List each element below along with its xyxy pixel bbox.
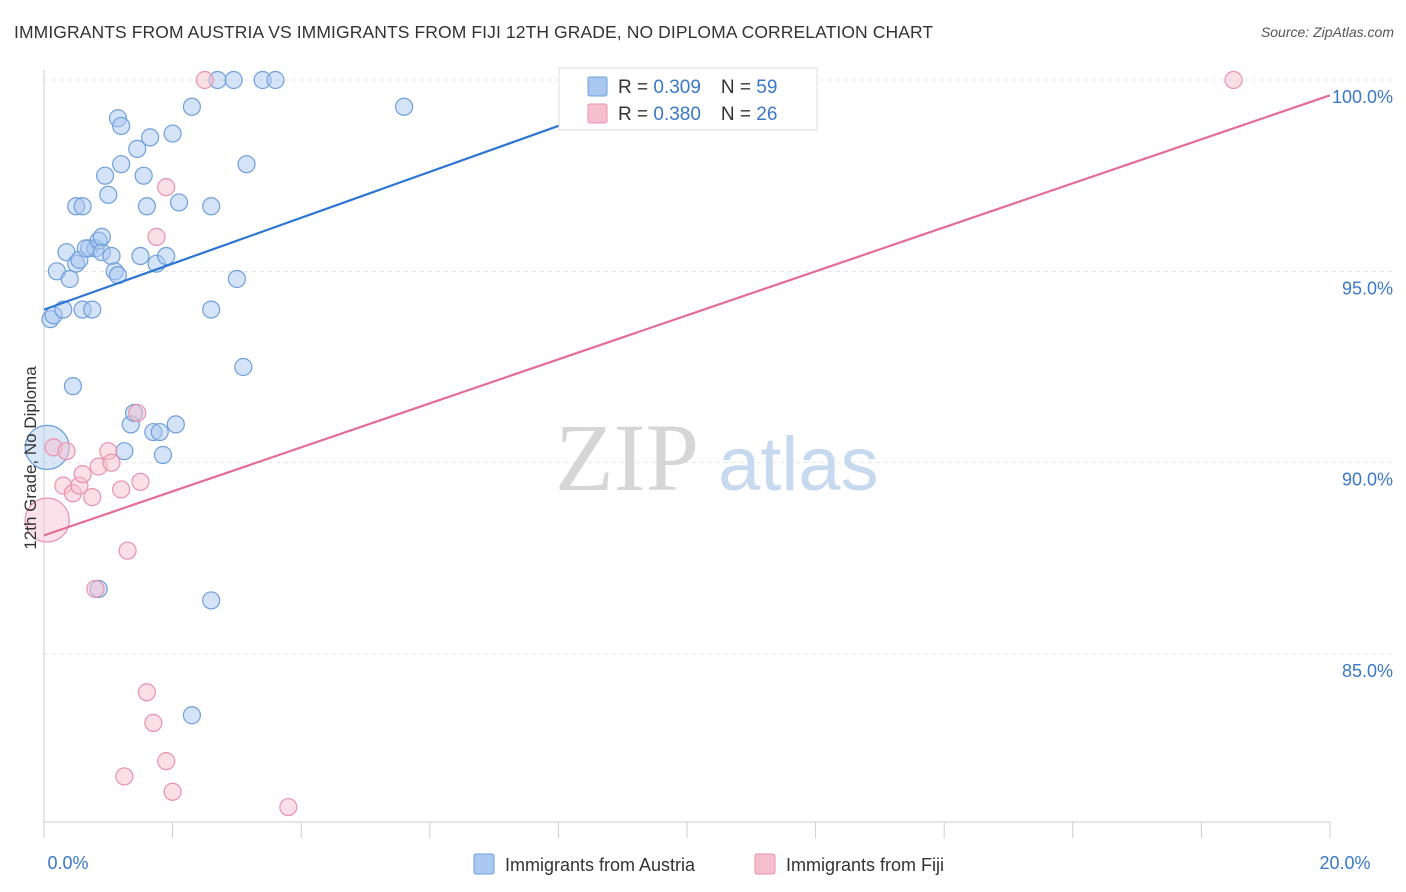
legend-swatch-austria: [587, 76, 608, 97]
bottom-legend-label-fiji: Immigrants from Fiji: [786, 855, 944, 875]
point-fiji-15: [131, 472, 150, 491]
legend-r-label: R =: [618, 104, 653, 125]
x-tick-label-1: 20.0%: [1319, 853, 1370, 873]
point-fiji-21: [157, 752, 176, 771]
legend-n-label: N =: [721, 77, 756, 98]
point-austria-40: [166, 415, 185, 434]
point-austria-48: [234, 357, 253, 377]
point-austria-57: [202, 591, 221, 610]
point-austria-42: [182, 97, 201, 116]
legend-n-value: 59: [756, 77, 777, 98]
point-fiji-23: [115, 767, 134, 786]
point-fiji-7: [83, 488, 102, 507]
series-austria-points: [24, 70, 697, 725]
x-tick-label-0: 0.0%: [47, 853, 88, 873]
point-austria-58: [182, 706, 201, 725]
point-austria-44: [202, 300, 221, 319]
chart-title: IMMIGRANTS FROM AUSTRIA VS IMMIGRANTS FR…: [14, 22, 934, 42]
point-austria-20: [95, 166, 115, 185]
point-fiji-17: [157, 178, 176, 197]
point-austria-37: [153, 445, 173, 465]
y-tick-label-0: 85.0%: [1342, 661, 1393, 681]
series-legend: Immigrants from Austria Immigrants from …: [473, 853, 944, 875]
point-austria-55: [112, 116, 131, 136]
legend-r-value: 0.309: [653, 77, 701, 98]
point-austria-47: [227, 269, 246, 289]
point-fiji-3: [57, 442, 76, 461]
point-fiji-20: [144, 713, 163, 732]
watermark-atlas: atlas: [718, 422, 879, 507]
point-austria-38: [157, 246, 176, 266]
point-austria-51: [266, 70, 285, 90]
point-fiji-6: [73, 465, 92, 484]
point-austria-36: [150, 422, 169, 442]
point-fiji-24: [279, 797, 298, 817]
point-austria-39: [163, 124, 182, 143]
point-fiji-8: [86, 579, 105, 599]
point-austria-25: [112, 155, 131, 174]
point-fiji-16: [147, 227, 166, 246]
bottom-legend-swatch-austria: [473, 853, 495, 875]
series-fiji-points: [24, 70, 1243, 817]
point-fiji-19: [137, 683, 156, 702]
point-fiji-12: [112, 480, 131, 499]
point-austria-29: [131, 246, 150, 266]
bottom-legend-swatch-fiji: [754, 853, 776, 875]
y-axis-label: 12th Grade, No Diploma: [21, 366, 40, 550]
point-austria-33: [140, 128, 160, 147]
point-austria-32: [137, 197, 156, 216]
point-austria-49: [237, 155, 256, 174]
y-tick-label-3: 100.0%: [1332, 87, 1393, 107]
y-tick-label-2: 95.0%: [1342, 278, 1393, 298]
point-fiji-25: [1224, 70, 1243, 90]
point-austria-18: [73, 197, 92, 216]
bottom-legend-label-austria: Immigrants from Austria: [505, 855, 696, 875]
point-austria-46: [224, 70, 243, 90]
point-austria-19: [92, 227, 111, 246]
legend-n-value: 26: [756, 104, 777, 125]
point-austria-21: [99, 185, 118, 204]
point-austria-30: [128, 139, 147, 158]
legend-stats-fiji: R = 0.380 N = 26: [618, 104, 777, 125]
point-austria-52: [394, 97, 414, 116]
trend-line-fiji: [43, 94, 1331, 537]
watermark-zip: ZIP: [555, 404, 699, 511]
legend-n-label: N =: [721, 104, 756, 125]
point-austria-6: [60, 269, 79, 289]
watermark: ZIP atlas: [555, 404, 879, 511]
legend-swatch-fiji: [587, 103, 608, 124]
tick-labels: 85.0% 90.0% 95.0% 100.0% 0.0% 20.0%: [47, 87, 1393, 873]
point-austria-43: [202, 197, 221, 216]
legend-stats-austria: R = 0.309 N = 59: [618, 77, 777, 98]
point-fiji-13: [118, 541, 137, 560]
axes: [43, 70, 1331, 838]
point-austria-31: [134, 166, 153, 185]
point-fiji-22: [163, 782, 182, 801]
legend-r-value: 0.380: [653, 104, 701, 125]
point-fiji-18: [195, 70, 214, 90]
source-credit: Source: ZipAtlas.com: [1260, 24, 1394, 40]
y-tick-label-1: 90.0%: [1342, 470, 1393, 490]
point-austria-13: [83, 300, 102, 319]
legend-r-label: R =: [618, 77, 653, 98]
point-austria-41: [169, 193, 189, 212]
point-austria-7: [63, 377, 83, 396]
point-austria-22: [102, 246, 121, 266]
stats-legend: R = 0.309 N = 59 R = 0.380 N = 26: [558, 67, 818, 131]
point-fiji-11: [102, 453, 121, 472]
point-fiji-14: [128, 403, 147, 423]
